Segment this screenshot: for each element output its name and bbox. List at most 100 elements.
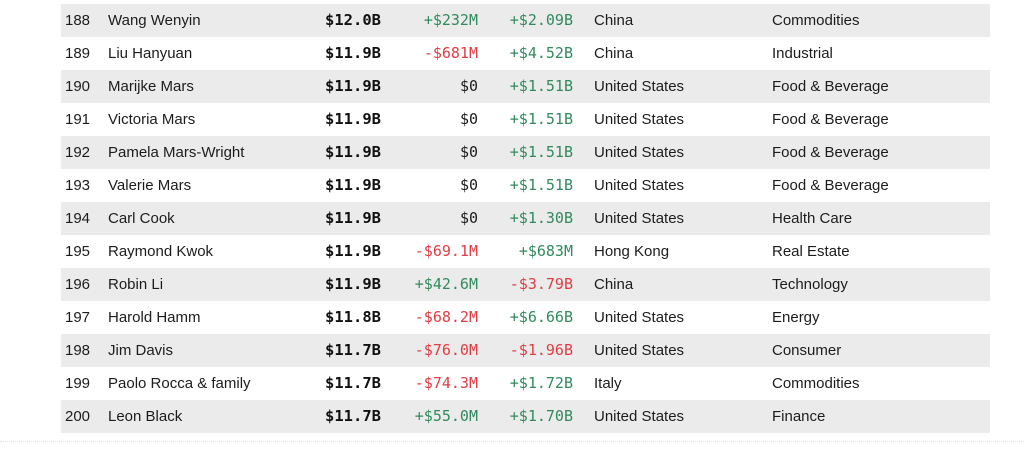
column-spacer (573, 37, 594, 70)
name-cell: Liu Hanyuan (108, 45, 193, 62)
daily-change-cell: -$76.0M (414, 341, 478, 359)
industry-cell: Technology (772, 276, 848, 293)
country-cell: United States (594, 309, 685, 326)
rank-cell: 195 (65, 243, 91, 260)
country-cell: United States (594, 144, 685, 161)
daily-change-cell: $0 (459, 110, 478, 128)
net-worth-cell: $11.9B (325, 143, 381, 161)
net-worth-cell: $11.7B (325, 407, 381, 425)
bottom-divider (0, 441, 1024, 442)
name-cell: Victoria Mars (108, 111, 196, 128)
column-spacer (573, 136, 594, 169)
table-row[interactable]: 194 Carl Cook $11.9B $0 +$1.30B United S… (61, 202, 990, 235)
daily-change-cell: +$232M (423, 11, 478, 29)
name-cell: Wang Wenyin (108, 12, 201, 29)
table-row[interactable]: 189 Liu Hanyuan $11.9B -$681M +$4.52B Ch… (61, 37, 990, 70)
table-row[interactable]: 200 Leon Black $11.7B +$55.0M +$1.70B Un… (61, 400, 990, 433)
ytd-change-cell: +$683M (518, 242, 573, 260)
net-worth-cell: $11.7B (325, 374, 381, 392)
rank-cell: 196 (65, 276, 91, 293)
daily-change-cell: +$55.0M (414, 407, 478, 425)
name-cell: Jim Davis (108, 342, 174, 359)
country-cell: Hong Kong (594, 243, 670, 260)
industry-cell: Food & Beverage (772, 144, 889, 161)
daily-change-cell: $0 (459, 209, 478, 227)
rank-cell: 199 (65, 375, 91, 392)
name-cell: Carl Cook (108, 210, 175, 227)
net-worth-cell: $12.0B (325, 11, 381, 29)
industry-cell: Food & Beverage (772, 111, 889, 128)
industry-cell: Industrial (772, 45, 833, 62)
name-cell: Raymond Kwok (108, 243, 214, 260)
rank-cell: 188 (65, 12, 91, 29)
ytd-change-cell: +$1.70B (509, 407, 573, 425)
country-cell: United States (594, 177, 685, 194)
rank-cell: 198 (65, 342, 91, 359)
name-cell: Marijke Mars (108, 78, 194, 95)
column-spacer (573, 169, 594, 202)
name-cell: Leon Black (108, 408, 183, 425)
column-spacer (573, 202, 594, 235)
table-row[interactable]: 195 Raymond Kwok $11.9B -$69.1M +$683M H… (61, 235, 990, 268)
industry-cell: Energy (772, 309, 820, 326)
table-row[interactable]: 198 Jim Davis $11.7B -$76.0M -$1.96B Uni… (61, 334, 990, 367)
table-row[interactable]: 192 Pamela Mars-Wright $11.9B $0 +$1.51B… (61, 136, 990, 169)
country-cell: China (594, 12, 634, 29)
rank-cell: 193 (65, 177, 91, 194)
country-cell: United States (594, 210, 685, 227)
country-cell: China (594, 276, 634, 293)
ytd-change-cell: +$1.51B (509, 143, 573, 161)
table-row[interactable]: 188 Wang Wenyin $12.0B +$232M +$2.09B Ch… (61, 4, 990, 37)
table-row[interactable]: 199 Paolo Rocca & family $11.7B -$74.3M … (61, 367, 990, 400)
daily-change-cell: -$68.2M (414, 308, 478, 326)
column-spacer (573, 334, 594, 367)
industry-cell: Consumer (772, 342, 842, 359)
name-cell: Robin Li (108, 276, 164, 293)
industry-cell: Food & Beverage (772, 177, 889, 194)
industry-cell: Food & Beverage (772, 78, 889, 95)
ytd-change-cell: +$1.72B (509, 374, 573, 392)
table-row[interactable]: 193 Valerie Mars $11.9B $0 +$1.51B Unite… (61, 169, 990, 202)
ytd-change-cell: +$1.51B (509, 110, 573, 128)
daily-change-cell: $0 (459, 176, 478, 194)
ytd-change-cell: +$1.51B (509, 77, 573, 95)
ytd-change-cell: -$3.79B (509, 275, 573, 293)
net-worth-cell: $11.9B (325, 77, 381, 95)
net-worth-cell: $11.9B (325, 275, 381, 293)
table-row[interactable]: 197 Harold Hamm $11.8B -$68.2M +$6.66B U… (61, 301, 990, 334)
net-worth-cell: $11.9B (325, 44, 381, 62)
rank-cell: 194 (65, 210, 91, 227)
industry-cell: Finance (772, 408, 826, 425)
table-row[interactable]: 191 Victoria Mars $11.9B $0 +$1.51B Unit… (61, 103, 990, 136)
rank-cell: 200 (65, 408, 91, 425)
rank-cell: 189 (65, 45, 91, 62)
column-spacer (573, 268, 594, 301)
ytd-change-cell: +$2.09B (509, 11, 573, 29)
ytd-change-cell: +$1.30B (509, 209, 573, 227)
name-cell: Pamela Mars-Wright (108, 144, 245, 161)
column-spacer (573, 400, 594, 433)
industry-cell: Commodities (772, 375, 860, 392)
column-spacer (573, 4, 594, 37)
ytd-change-cell: -$1.96B (509, 341, 573, 359)
daily-change-cell: -$69.1M (414, 242, 478, 260)
table-row[interactable]: 196 Robin Li $11.9B +$42.6M -$3.79B Chin… (61, 268, 990, 301)
country-cell: United States (594, 408, 685, 425)
industry-cell: Commodities (772, 12, 860, 29)
net-worth-cell: $11.9B (325, 176, 381, 194)
daily-change-cell: +$42.6M (414, 275, 478, 293)
country-cell: China (594, 45, 634, 62)
table-row[interactable]: 190 Marijke Mars $11.9B $0 +$1.51B Unite… (61, 70, 990, 103)
daily-change-cell: $0 (459, 77, 478, 95)
country-cell: United States (594, 111, 685, 128)
ytd-change-cell: +$1.51B (509, 176, 573, 194)
column-spacer (573, 103, 594, 136)
country-cell: Italy (594, 375, 622, 392)
net-worth-cell: $11.9B (325, 110, 381, 128)
net-worth-cell: $11.9B (325, 209, 381, 227)
column-spacer (573, 367, 594, 400)
rank-cell: 190 (65, 78, 91, 95)
rank-cell: 192 (65, 144, 91, 161)
rank-cell: 191 (65, 111, 91, 128)
